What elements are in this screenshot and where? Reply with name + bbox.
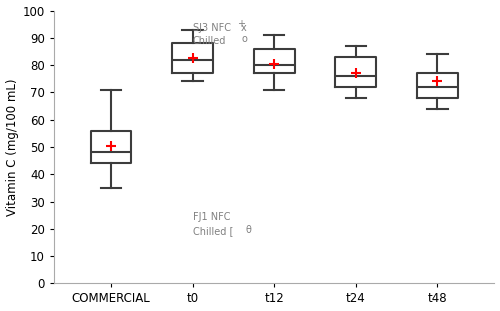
Text: +: + — [237, 19, 245, 29]
Text: θ: θ — [246, 225, 252, 235]
Y-axis label: Vitamin C (mg/100 mL): Vitamin C (mg/100 mL) — [6, 78, 18, 216]
Text: SJ3 NFC
Chilled: SJ3 NFC Chilled — [192, 23, 230, 46]
Text: x
o: x o — [241, 23, 247, 44]
Text: FJ1 NFC
Chilled [: FJ1 NFC Chilled [ — [192, 212, 233, 236]
